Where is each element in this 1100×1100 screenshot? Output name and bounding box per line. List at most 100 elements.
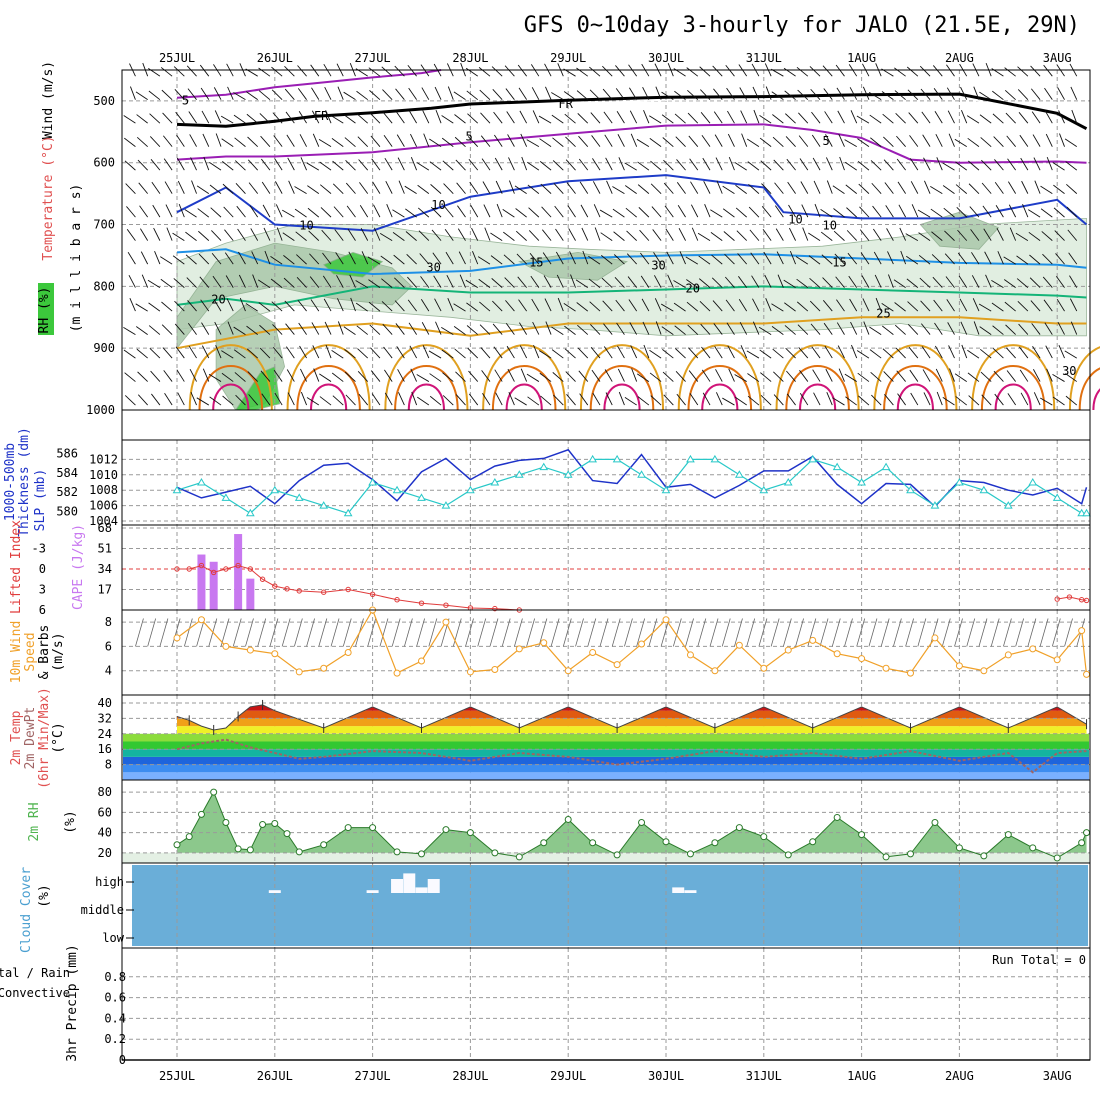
surface-wind-barb [171, 618, 181, 647]
wind-barb-1051 [979, 91, 992, 101]
wind-barb-738 [727, 133, 735, 147]
wind-speed-marker-point-24 [760, 664, 768, 672]
wind-barb-464 [495, 392, 503, 406]
wind-barb-47 [162, 112, 173, 124]
slp-marker-point-13 [490, 478, 500, 486]
cloud-ylabel-unit-0: (%) [37, 884, 52, 907]
wind-barb-363 [423, 133, 430, 147]
wind-barb-202 [282, 232, 295, 241]
wind-barb-552 [564, 348, 576, 359]
wind-barb-849 [809, 277, 821, 288]
wind-barb-931 [881, 91, 894, 101]
wind-barb-1125 [1043, 64, 1053, 77]
wind-barb-726 [710, 209, 723, 218]
wind-barb-825 [796, 66, 809, 77]
wind-barb-123 [221, 138, 234, 148]
wind-barb-1104 [1016, 278, 1029, 288]
rh-marker-point-14 [393, 848, 401, 856]
wind-barb-80 [191, 180, 197, 194]
wind-barb-485 [514, 185, 527, 195]
wind-barb-89 [190, 392, 197, 406]
wind-barb-1153 [1052, 374, 1065, 382]
wind-barb-521 [545, 321, 552, 335]
wind-barb-223 [300, 368, 307, 382]
cape-tick-0: 17 [98, 583, 112, 597]
wind-barb-718 [701, 369, 711, 382]
wind-barb-773 [750, 252, 760, 265]
contour-label-14: 30 [1062, 364, 1076, 378]
wind-barb-95 [196, 185, 210, 195]
surface-wind-barb [954, 618, 963, 647]
wind-barb-883 [838, 368, 845, 382]
surface-wind-barb [624, 618, 633, 647]
wind-barb-946 [894, 90, 906, 101]
wind-barb-985 [920, 300, 931, 312]
wind-barb-245 [319, 184, 332, 194]
wind-barb-989 [923, 392, 931, 406]
wind-barb-840 [809, 66, 821, 77]
wind-barb-829 [799, 158, 809, 171]
wind-barb-1090 [1004, 301, 1016, 312]
wind-barb-779 [747, 395, 760, 406]
wind-barb-20 [138, 182, 149, 194]
wind-barb-876 [833, 208, 845, 218]
wind-barb-77 [188, 111, 197, 124]
wind-barb-614 [618, 391, 625, 406]
cloud-high-bar-3 [403, 873, 416, 893]
wind-barb-1117 [1028, 231, 1041, 241]
wind-barb-386 [435, 321, 442, 335]
wind-barb-688 [675, 370, 686, 382]
wind-barb-697 [691, 227, 699, 241]
wind-barb-357 [409, 345, 418, 359]
rh-marker-point-22 [589, 839, 597, 847]
wind-barb-358 [410, 368, 418, 382]
temp-loop-day1-lvl1 [296, 364, 361, 411]
wind-barb-219 [296, 277, 307, 288]
wind-barb-951 [898, 204, 907, 218]
surface-wind-barb [1051, 618, 1061, 647]
wind-barb-603 [617, 134, 625, 147]
wind-barb-863 [821, 254, 833, 265]
wind-barb-282 [344, 349, 356, 359]
wind-barb-562 [581, 227, 589, 241]
wind-barb-508 [526, 373, 540, 382]
wind-barb-739 [728, 156, 735, 171]
lifted-index-point-14 [394, 597, 400, 603]
wind-barb-70 [174, 300, 185, 312]
lifted-index-point-12 [345, 586, 351, 593]
surface-wind-barb [611, 618, 621, 647]
wind-barb-650 [650, 183, 662, 194]
temp-loop-day0-lvl0 [188, 344, 273, 411]
wind-barb-1034 [955, 396, 968, 406]
wind-barb-190 [271, 301, 283, 312]
wind-barb-111 [210, 207, 222, 218]
surface-wind-barb [489, 618, 499, 647]
wind-barb-987 [921, 346, 931, 359]
wind-barb-220 [297, 299, 307, 312]
wind-barb-475 [505, 300, 515, 312]
wind-barb-127 [224, 229, 234, 241]
wind-barb-112 [211, 230, 222, 241]
wind-barb-1139 [1039, 397, 1053, 406]
wind-barb-1158 [1064, 138, 1078, 148]
wind-barb-266 [337, 321, 344, 335]
wind-barb-1038 [967, 137, 980, 148]
wind-barb-140 [235, 183, 246, 194]
wind-barb-748 [728, 368, 735, 382]
wind-barb-260 [332, 183, 344, 194]
wind-barb-294 [355, 280, 368, 288]
wind-barb-771 [748, 206, 760, 218]
wind-barb-93 [202, 133, 210, 147]
temp-ylabel-1: 2m DewPt [23, 707, 38, 770]
wind-barb-34 [150, 159, 161, 171]
wind-barb-1115 [1034, 180, 1041, 194]
cape-ylabel-lifted-0: Lifted Index [9, 520, 24, 614]
wind-barb-676 [674, 90, 686, 101]
upper-ylabel-temperature-0: Temperature (°C) [41, 135, 56, 260]
wind-barb-776 [752, 321, 760, 335]
wind-barb-877 [833, 230, 845, 241]
temp-loop-day6-lvl0 [775, 344, 860, 411]
temp-band-8 [177, 710, 1087, 719]
wind-barb-826 [797, 89, 809, 100]
rh-ylabel-unit-0: (%) [63, 810, 78, 833]
